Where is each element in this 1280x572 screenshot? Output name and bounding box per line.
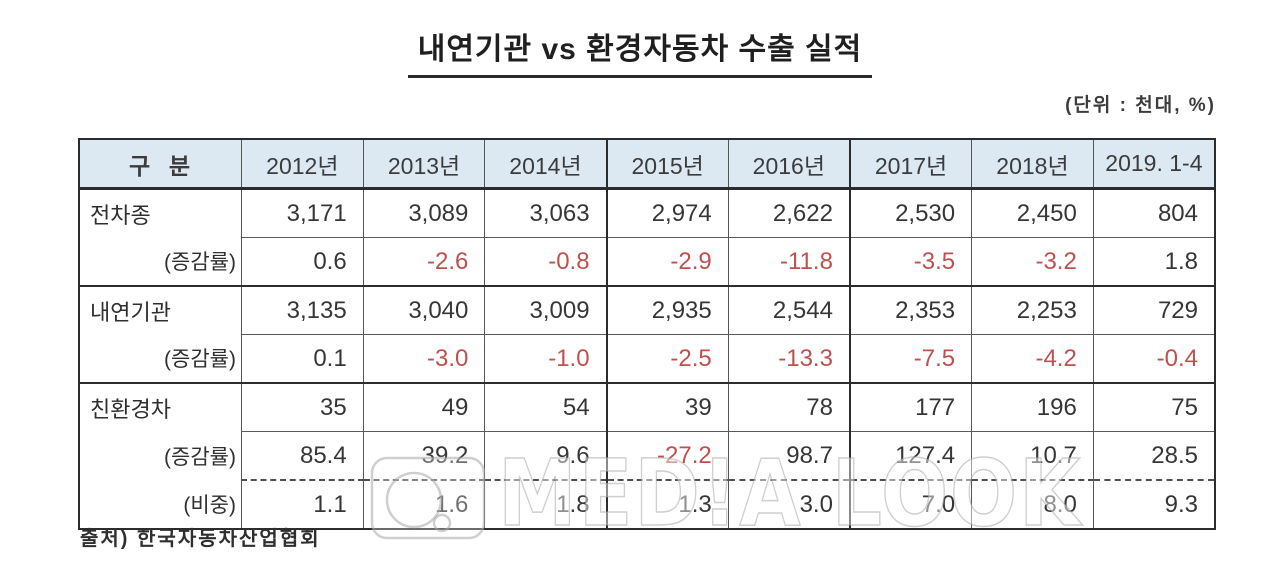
table-header: 구 분 2012년 2013년 2014년 2015년 2016년 2017년 2018년 20… [78, 139, 1215, 190]
cell-value: 0.6 [241, 237, 364, 286]
cell-value: 127.4 [848, 431, 972, 480]
column-header-year: 2012년 [241, 139, 364, 190]
cell-value: 3,089 [362, 187, 485, 238]
table-row: 내연기관 3,135 3,040 3,009 2,935 2,544 2,353 2,253 7… [78, 285, 1215, 335]
cell-value: -3.5 [848, 237, 972, 286]
header-row: 구 분 2012년 2013년 2014년 2015년 2016년 2017년 2018년 20… [78, 139, 1215, 190]
source-note: 출처) 한국자동차산업협회 [80, 528, 321, 550]
cell-value: 804 [1092, 187, 1215, 238]
cell-value: 1.3 [605, 479, 729, 529]
cell-value: 39.2 [362, 431, 485, 480]
cell-value: 98.7 [727, 431, 850, 480]
cell-value: 2,253 [971, 285, 1094, 335]
cell-value: 1.1 [241, 479, 364, 529]
cell-value: 196 [971, 382, 1094, 432]
cell-value: 78 [727, 382, 850, 432]
cell-value: 177 [848, 382, 972, 432]
cell-value: 8.0 [971, 479, 1094, 529]
cell-value: -2.6 [362, 237, 485, 286]
row-label: (증감률) [78, 237, 242, 286]
column-header-year: 2015년 [605, 139, 729, 190]
cell-value: -7.5 [848, 334, 972, 383]
column-header-year: 2017년 [848, 139, 972, 190]
column-header-gubun: 구 분 [78, 139, 242, 190]
table-row: (증감률) 85.4 39.2 9.6 -27.2 98.7 127.4 10.7 28.5 [78, 431, 1215, 480]
column-header-year: 2016년 [727, 139, 850, 190]
cell-value: 9.3 [1092, 479, 1215, 529]
cell-value: -3.2 [971, 237, 1094, 286]
cell-value: 3.0 [727, 479, 850, 529]
cell-value: 10.7 [971, 431, 1094, 480]
cell-value: 39 [605, 382, 729, 432]
cell-value: -11.8 [727, 237, 850, 286]
cell-value: 2,353 [848, 285, 972, 335]
row-label: 전차종 [78, 187, 242, 238]
row-label: (비중) [78, 480, 242, 529]
column-header-year: 2014년 [484, 139, 607, 190]
export-table: 구 분 2012년 2013년 2014년 2015년 2016년 2017년 2018년 20… [78, 138, 1216, 530]
cell-value: -27.2 [605, 431, 729, 480]
cell-value: 3,135 [241, 285, 364, 335]
cell-value: -1.0 [484, 334, 607, 383]
cell-value: -0.8 [484, 237, 607, 286]
cell-value: 0.1 [241, 334, 364, 383]
table-row: (증감률) 0.1 -3.0 -1.0 -2.5 -13.3 -7.5 -4.2 -0.4 [78, 334, 1215, 383]
cell-value: 1.8 [484, 479, 607, 529]
cell-value: 2,450 [971, 187, 1094, 238]
cell-value: 1.6 [362, 479, 485, 529]
unit-note: (단위 : 천대, %) [1065, 95, 1216, 116]
cell-value: 54 [484, 382, 607, 432]
cell-value: 7.0 [848, 479, 972, 529]
cell-value: 2,935 [605, 285, 729, 335]
cell-value: 3,009 [484, 285, 607, 335]
table-body: 전차종 3,171 3,089 3,063 2,974 2,622 2,530 2,450 80… [78, 187, 1215, 529]
cell-value: 729 [1092, 285, 1215, 335]
row-label: 내연기관 [78, 285, 242, 335]
column-header-year: 2013년 [362, 139, 485, 190]
cell-value: -3.0 [362, 334, 485, 383]
cell-value: 75 [1092, 382, 1215, 432]
cell-value: -0.4 [1092, 334, 1215, 383]
cell-value: 2,544 [727, 285, 850, 335]
table-row: 전차종 3,171 3,089 3,063 2,974 2,622 2,530 2,450 80… [78, 187, 1215, 238]
cell-value: -13.3 [727, 334, 850, 383]
cell-value: 49 [362, 382, 485, 432]
cell-value: 3,171 [241, 187, 364, 238]
table-row: (증감률) 0.6 -2.6 -0.8 -2.9 -11.8 -3.5 -3.2 1.8 [78, 237, 1215, 286]
column-header-year: 2019. 1-4 [1092, 139, 1215, 190]
cell-value: 35 [241, 382, 364, 432]
cell-value: 28.5 [1092, 431, 1215, 480]
cell-value: 3,040 [362, 285, 485, 335]
cell-value: 2,974 [605, 187, 729, 238]
cell-value: 2,530 [848, 187, 972, 238]
table-row: 친환경차 35 49 54 39 78 177 196 75 [78, 382, 1215, 432]
row-label: (증감률) [78, 431, 242, 480]
cell-value: 3,063 [484, 187, 607, 238]
page-title: 내연기관 vs 환경자동차 수출 실적 [407, 24, 873, 78]
cell-value: -2.9 [605, 237, 729, 286]
row-label: (증감률) [78, 334, 242, 383]
cell-value: 2,622 [727, 187, 850, 238]
row-label: 친환경차 [78, 382, 242, 432]
cell-value: 9.6 [484, 431, 607, 480]
column-header-year: 2018년 [971, 139, 1094, 190]
cell-value: -2.5 [605, 334, 729, 383]
cell-value: 1.8 [1092, 237, 1215, 286]
cell-value: -4.2 [971, 334, 1094, 383]
cell-value: 85.4 [241, 431, 364, 480]
title-wrap: 내연기관 vs 환경자동차 수출 실적 [0, 24, 1280, 78]
